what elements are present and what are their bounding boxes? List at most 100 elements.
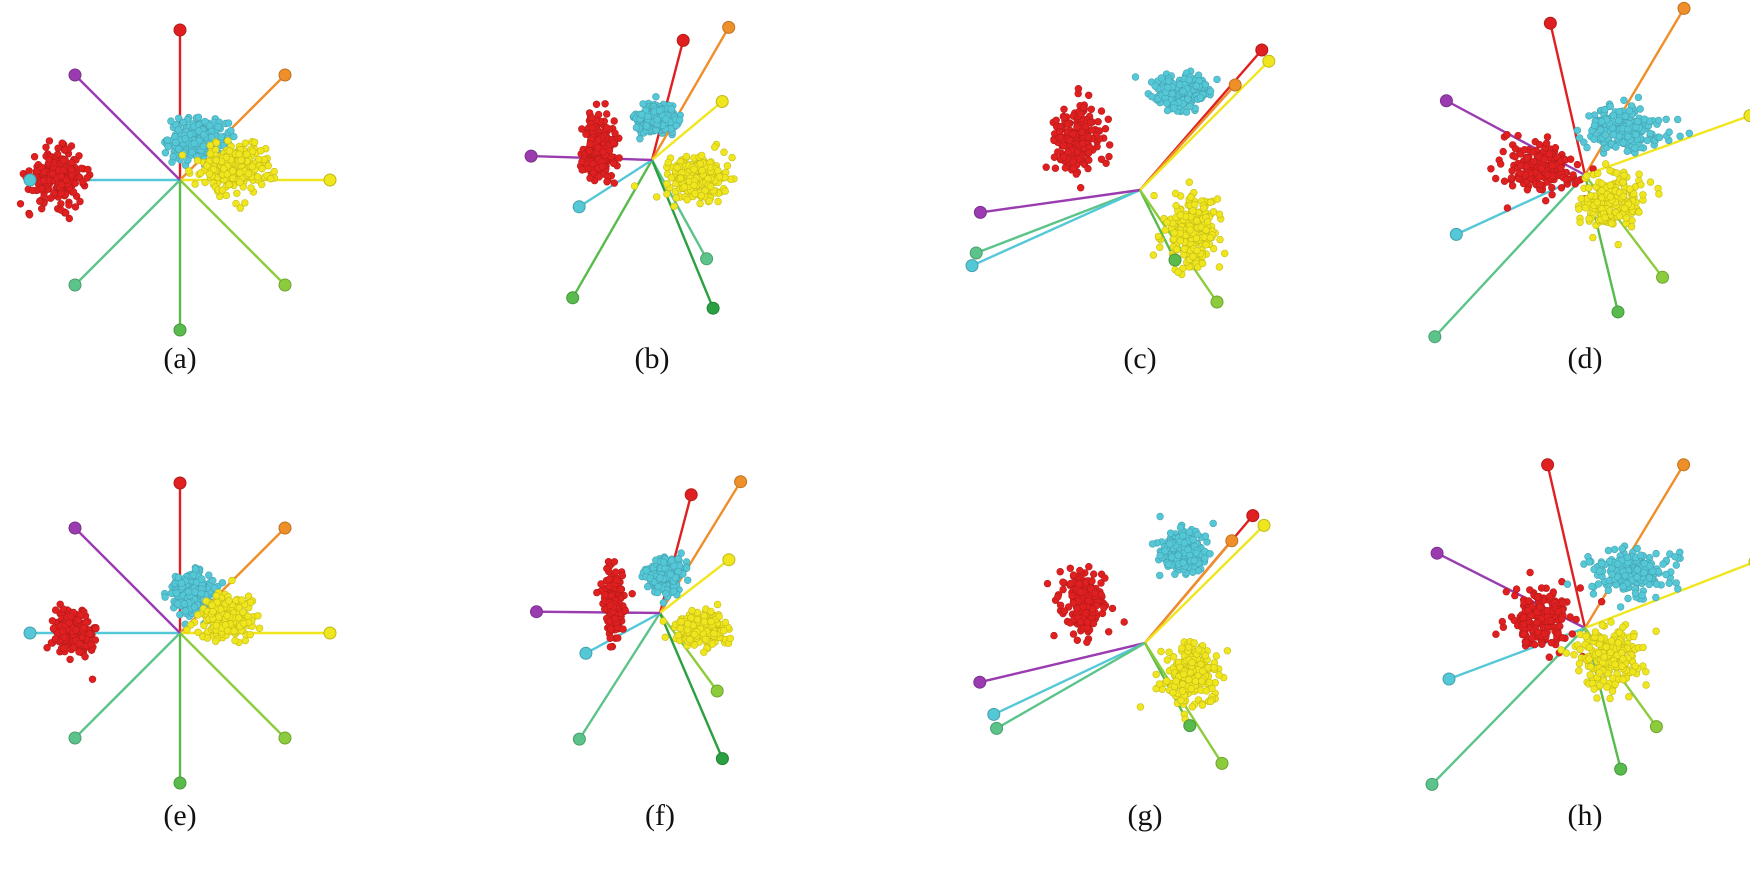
scatter-point: [675, 116, 684, 124]
scatter-point: [1050, 631, 1058, 640]
scatter-point: [715, 173, 724, 181]
cluster-red: [16, 137, 94, 223]
scatter-point: [1060, 113, 1069, 122]
scatter-point: [1198, 701, 1207, 709]
anchor-dot-cyan: [579, 646, 593, 660]
scatter-point: [1069, 630, 1078, 638]
scatter-point: [59, 166, 67, 174]
scatter-point: [194, 113, 203, 122]
scatter-point: [1105, 141, 1114, 149]
scatter-point: [1590, 135, 1598, 143]
scatter-point: [1156, 551, 1164, 560]
scatter-point: [630, 182, 639, 190]
scatter-point: [1054, 593, 1062, 601]
scatter-point: [710, 629, 718, 638]
scatter-point: [1088, 605, 1097, 613]
anchor-line-teal_green: [996, 641, 1146, 730]
scatter-point: [706, 182, 715, 191]
scatter-point: [1586, 192, 1595, 200]
scatter-point: [258, 165, 266, 173]
scatter-point: [208, 601, 216, 609]
scatter-point: [1201, 532, 1210, 540]
scatter-point: [16, 200, 25, 208]
scatter-point: [1176, 237, 1184, 245]
scatter-point: [1152, 670, 1160, 679]
scatter-point: [1186, 193, 1195, 201]
scatter-point: [1566, 155, 1575, 163]
scatter-point: [601, 100, 609, 108]
scatter-point: [720, 627, 728, 635]
anchor-dot-cyan: [23, 173, 37, 187]
scatter-point: [61, 146, 69, 154]
scatter-point: [619, 625, 627, 633]
scatter-point: [232, 596, 240, 604]
scatter-point: [1105, 152, 1113, 161]
scatter-point: [1120, 618, 1128, 626]
scatter-point: [1584, 184, 1593, 192]
scatter-point: [707, 607, 715, 616]
scatter-point: [88, 675, 97, 683]
scatter-point: [701, 635, 710, 644]
cluster-red: [576, 100, 623, 187]
scatter-point: [1155, 571, 1164, 580]
scatter-point: [246, 630, 254, 639]
scatter-point: [1074, 84, 1083, 93]
scatter-point: [721, 187, 729, 195]
scatter-point: [1541, 197, 1550, 205]
anchor-dot-green: [1168, 253, 1182, 267]
scatter-point: [184, 587, 193, 596]
scatter-point: [1220, 249, 1229, 258]
scatter-point: [1179, 531, 1187, 540]
anchor-dot-cyan: [965, 259, 979, 273]
scatter-point: [1615, 107, 1624, 116]
scatter-point: [1172, 202, 1180, 210]
scatter-point: [233, 189, 241, 198]
scatter-point: [239, 608, 247, 616]
scatter-point: [683, 196, 691, 204]
scatter-point: [244, 169, 253, 178]
scatter-point: [684, 620, 692, 628]
scatter-point: [1052, 116, 1060, 125]
scatter-point: [1189, 252, 1197, 261]
scatter-point: [178, 151, 187, 159]
scatter-point: [1089, 619, 1098, 628]
scatter-point: [179, 118, 188, 127]
scatter-point: [1551, 144, 1560, 152]
scatter-point: [1582, 172, 1591, 180]
scatter-point: [72, 626, 80, 634]
scatter-point: [593, 588, 601, 597]
scatter-point: [1654, 116, 1663, 125]
scatter-point: [46, 194, 55, 202]
scatter-point: [255, 155, 263, 164]
scatter-point: [194, 611, 202, 619]
scatter-point: [1633, 117, 1642, 126]
cluster-cyan: [1573, 93, 1694, 157]
scatter-point: [57, 180, 66, 189]
scatter-point: [1189, 535, 1197, 544]
scatter-point: [1085, 156, 1093, 164]
scatter-point: [1601, 160, 1610, 168]
scatter-point: [189, 571, 198, 579]
scatter-point: [76, 197, 84, 206]
scatter-point: [1646, 178, 1655, 186]
scatter-point: [57, 172, 65, 180]
scatter-point: [715, 612, 723, 621]
scatter-point: [1180, 539, 1189, 547]
scatter-point: [1198, 259, 1207, 268]
scatter-point: [1575, 134, 1584, 142]
scatter-point: [653, 588, 662, 597]
scatter-point: [1621, 112, 1630, 120]
scatter-point: [81, 653, 89, 661]
scatter-point: [172, 589, 181, 597]
scatter-point: [220, 165, 228, 173]
scatter-point: [1627, 223, 1636, 231]
scatter-point: [223, 611, 231, 620]
scatter-point: [1083, 638, 1091, 646]
scatter-point: [606, 643, 615, 651]
scatter-point: [683, 626, 692, 634]
scatter-point: [161, 149, 170, 157]
scatter-point: [174, 126, 183, 134]
scatter-point: [1206, 233, 1215, 242]
scatter-point: [1076, 110, 1085, 118]
scatter-point: [1523, 154, 1531, 162]
